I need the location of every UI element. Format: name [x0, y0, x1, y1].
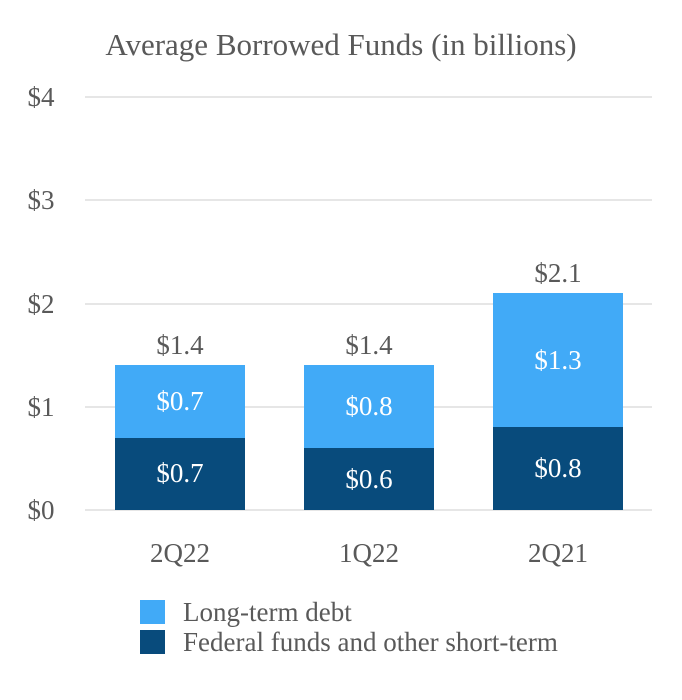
- y-axis-label: $0: [27, 495, 55, 525]
- legend-label: Federal funds and other short-term: [183, 626, 558, 657]
- legend-item-federal-funds: Federal funds and other short-term: [140, 627, 558, 657]
- bar-total-label: $1.4: [156, 330, 204, 361]
- gridline: [85, 302, 652, 305]
- y-axis-label: $3: [27, 185, 55, 216]
- bar-value-label: $0.8: [534, 453, 582, 484]
- x-tick-label: 2Q22: [150, 538, 210, 568]
- x-tick-label: 1Q22: [339, 538, 399, 568]
- bar-value-label: $0.6: [345, 463, 393, 494]
- gridline: [85, 199, 652, 202]
- bar-total-label: $2.1: [534, 258, 582, 289]
- x-tick-label: 2Q21: [528, 538, 588, 568]
- legend-swatch: [140, 600, 165, 624]
- gridline: [85, 509, 652, 511]
- bar-value-label: $1.3: [534, 344, 582, 375]
- legend: Long-term debt Federal funds and other s…: [140, 597, 558, 657]
- y-axis-label: $1: [27, 391, 55, 422]
- y-axis-label: $4: [27, 82, 55, 112]
- legend-label: Long-term debt: [183, 596, 352, 627]
- gridline: [85, 96, 652, 98]
- legend-swatch: [140, 630, 165, 654]
- bar-value-label: $0.8: [345, 391, 393, 422]
- bar-segment-long-term-debt: $0.7: [115, 365, 245, 438]
- legend-item-long-term-debt: Long-term debt: [140, 597, 558, 627]
- bar-value-label: $0.7: [156, 386, 204, 417]
- bar-value-label: $0.7: [156, 458, 204, 489]
- chart-title: Average Borrowed Funds (in billions): [105, 27, 577, 62]
- bar-segment-long-term-debt: $1.3: [493, 293, 623, 428]
- bar-segment-long-term-debt: $0.8: [304, 365, 434, 449]
- bar-total-label: $1.4: [345, 330, 393, 361]
- bar-segment-federal-funds: $0.7: [115, 437, 245, 510]
- y-axis-label: $2: [27, 288, 55, 319]
- bar-segment-federal-funds: $0.6: [304, 448, 434, 510]
- bar-segment-federal-funds: $0.8: [493, 427, 623, 510]
